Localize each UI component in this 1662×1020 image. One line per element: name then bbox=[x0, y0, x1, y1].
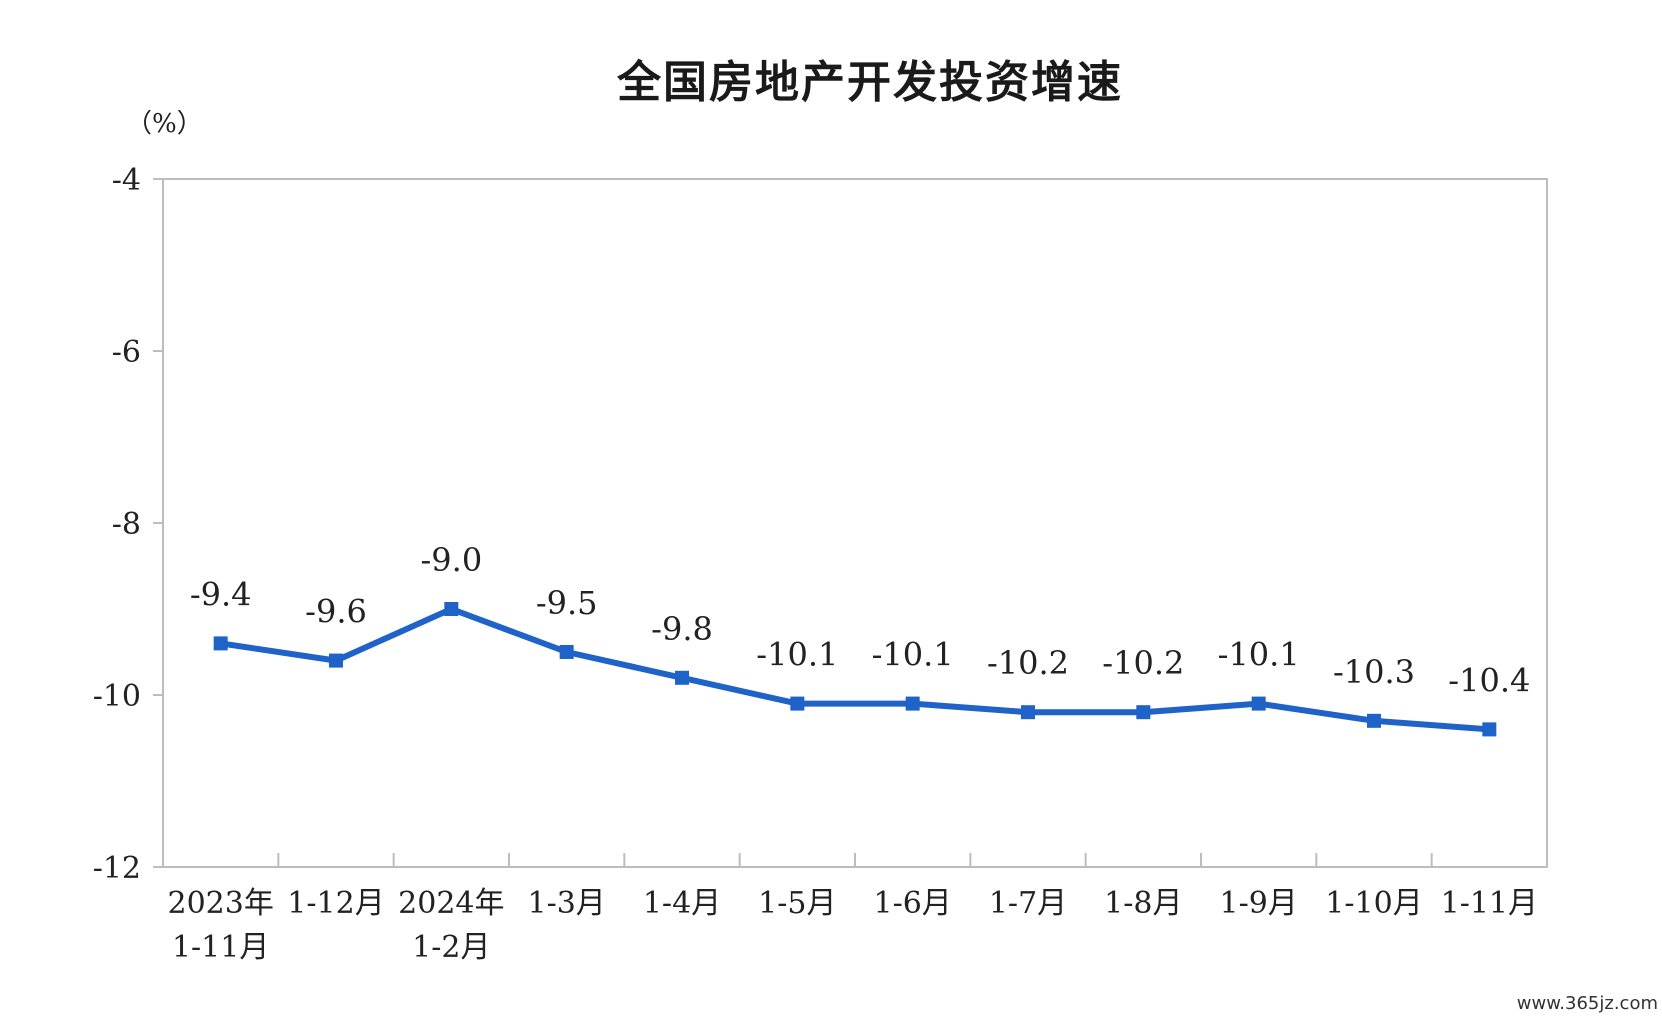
x-category-label: 1-8月 bbox=[1104, 886, 1182, 921]
x-category-label: 1-12月 bbox=[287, 886, 384, 921]
data-label: -10.3 bbox=[1333, 653, 1415, 691]
data-label: -10.1 bbox=[756, 636, 838, 674]
y-axis: -4 -6 -8 -10 -12 bbox=[93, 163, 163, 886]
data-point-marker bbox=[790, 696, 805, 711]
x-category-label: 1-2月 bbox=[412, 930, 490, 965]
data-point-marker bbox=[1251, 696, 1266, 711]
data-label: -10.1 bbox=[1218, 636, 1300, 674]
x-category-label: 1-5月 bbox=[758, 886, 836, 921]
y-tick-label: -6 bbox=[112, 335, 141, 370]
data-label: -10.1 bbox=[872, 636, 954, 674]
data-point-marker bbox=[1367, 713, 1381, 728]
data-label: -10.2 bbox=[1102, 644, 1184, 682]
data-point-marker bbox=[213, 636, 228, 651]
data-point-marker bbox=[1021, 705, 1035, 720]
data-labels: -9.4 -9.6 -9.0 -9.5 -9.8 -10.1 -10.1 -10.2 -10.2… bbox=[190, 541, 1531, 699]
x-category-label: 1-6月 bbox=[874, 886, 952, 921]
data-point-marker bbox=[444, 602, 459, 616]
x-category-label: 2024年 bbox=[398, 886, 504, 921]
data-label: -9.6 bbox=[305, 593, 367, 631]
data-label: -9.4 bbox=[190, 575, 252, 613]
x-category-label: 1-3月 bbox=[528, 886, 606, 921]
chart-title: 全国房地产开发投资增速 bbox=[617, 57, 1123, 108]
data-point-marker bbox=[905, 696, 920, 711]
series-markers bbox=[213, 602, 1497, 737]
x-category-label: 2023年 bbox=[167, 886, 273, 921]
data-point-marker bbox=[329, 653, 343, 668]
x-category-label: 1-11月 bbox=[172, 930, 269, 965]
x-category-label: 1-7月 bbox=[989, 886, 1067, 921]
data-label: -9.8 bbox=[651, 610, 713, 648]
data-label: -10.2 bbox=[987, 644, 1069, 682]
data-point-marker bbox=[1482, 722, 1497, 737]
data-label: -10.4 bbox=[1448, 661, 1530, 699]
series-line bbox=[217, 606, 1493, 733]
data-point-marker bbox=[1136, 705, 1151, 720]
data-label: -9.0 bbox=[420, 541, 482, 579]
plot-area-frame bbox=[162, 178, 1548, 868]
watermark-text: www.365jz.com bbox=[1516, 993, 1658, 1014]
x-category-label: 1-10月 bbox=[1325, 886, 1422, 921]
x-category-label: 1-9月 bbox=[1220, 886, 1298, 921]
y-tick-label: -4 bbox=[112, 163, 141, 198]
y-tick-label: -12 bbox=[93, 851, 141, 886]
x-axis: 2023年 1-11月 1-12月 2024年 1-2月 1-3月 1-4月 1-5月 1-6月… bbox=[167, 853, 1538, 965]
data-point-marker bbox=[675, 670, 689, 685]
y-tick-label: -10 bbox=[93, 679, 141, 714]
data-label: -9.5 bbox=[536, 584, 598, 622]
y-axis-unit-label: （%） bbox=[126, 109, 203, 139]
data-point-marker bbox=[559, 645, 574, 659]
x-category-label: 1-11月 bbox=[1441, 886, 1538, 921]
y-tick-label: -8 bbox=[112, 507, 141, 542]
x-category-label: 1-4月 bbox=[643, 886, 721, 921]
